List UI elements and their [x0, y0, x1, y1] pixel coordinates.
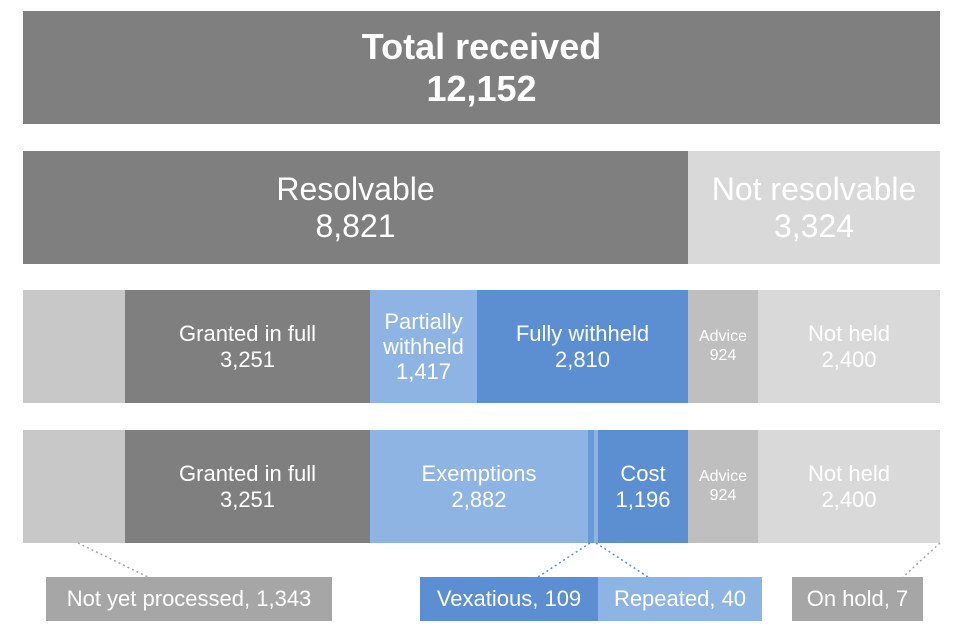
row3-not-held-label: Not held	[808, 321, 890, 347]
row4-exemptions-label: Exemptions	[421, 461, 537, 487]
row4-not-yet-processed-block	[23, 430, 125, 543]
row3-partially-withheld-block: Partially withheld 1,417	[370, 290, 477, 403]
row3-fully-withheld-block: Fully withheld 2,810	[477, 290, 688, 403]
connector-repeated	[595, 542, 649, 578]
row4-not-held-block: Not held 2,400	[758, 430, 940, 543]
row3-partially-label-1: Partially	[384, 308, 463, 334]
row3-partially-label-2: withheld	[383, 333, 464, 359]
total-received-block: Total received 12,152	[23, 11, 940, 124]
row4-exemptions-value: 2,882	[451, 486, 507, 512]
row3-granted-value: 3,251	[219, 346, 276, 372]
row4-vexatious-sliver	[588, 430, 594, 543]
row3-advice-value: 924	[709, 346, 737, 364]
row4-cost-label: Cost	[620, 461, 666, 487]
row4-advice-block: Advice 924	[688, 430, 758, 543]
connector-not-yet-processed	[77, 542, 149, 578]
row3-fully-label: Fully withheld	[515, 321, 650, 347]
vexatious-callout: Vexatious, 109	[420, 577, 598, 621]
resolvable-block: Resolvable 8,821	[23, 151, 688, 264]
row4-granted-block: Granted in full 3,251	[125, 430, 370, 543]
row3-advice-block: Advice 924	[688, 290, 758, 403]
on-hold-callout: On hold, 7	[792, 577, 923, 621]
resolvable-label: Resolvable	[276, 170, 435, 207]
row4-exemptions-block: Exemptions 2,882	[370, 430, 588, 543]
not-resolvable-value: 3,324	[773, 207, 855, 244]
row3-not-yet-processed-block	[23, 290, 125, 403]
row3-not-held-value: 2,400	[821, 346, 877, 372]
row4-cost-block: Cost 1,196	[598, 430, 688, 543]
resolvable-value: 8,821	[315, 207, 396, 244]
row3-advice-label: Advice	[698, 328, 748, 346]
row4-advice-label: Advice	[698, 468, 748, 486]
not-resolvable-block: Not resolvable 3,324	[688, 151, 940, 264]
connector-on-hold	[902, 542, 941, 578]
not-resolvable-label: Not resolvable	[711, 170, 917, 207]
row4-not-held-label: Not held	[808, 461, 890, 487]
row3-partially-value: 1,417	[395, 359, 452, 385]
row3-granted-label: Granted in full	[179, 321, 316, 347]
row4-advice-value: 924	[709, 486, 737, 504]
row4-granted-label: Granted in full	[179, 461, 316, 487]
repeated-callout: Repeated, 40	[598, 577, 762, 621]
row4-cost-value: 1,196	[615, 486, 671, 512]
total-received-value: 12,152	[426, 67, 537, 109]
row4-granted-value: 3,251	[219, 486, 276, 512]
row3-granted-block: Granted in full 3,251	[125, 290, 370, 403]
row3-not-held-block: Not held 2,400	[758, 290, 940, 403]
total-received-label: Total received	[361, 26, 602, 68]
row3-fully-value: 2,810	[554, 346, 611, 372]
connector-vexatious	[537, 542, 591, 578]
row4-not-held-value: 2,400	[821, 486, 877, 512]
row4-repeated-sliver	[594, 430, 598, 543]
not-yet-processed-callout: Not yet processed, 1,343	[46, 577, 332, 621]
